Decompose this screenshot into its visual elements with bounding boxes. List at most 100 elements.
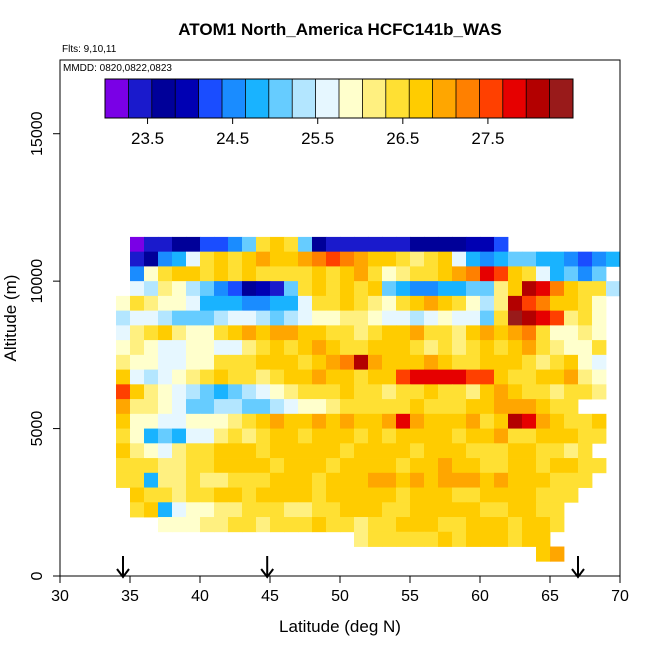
heatmap-cell [452, 251, 467, 267]
heatmap-cell [522, 428, 537, 444]
heatmap-cell [354, 340, 369, 356]
heatmap-cell [284, 251, 299, 267]
heatmap-cell [270, 281, 285, 297]
heatmap-cell [326, 369, 341, 385]
heatmap-cell [354, 369, 369, 385]
heatmap-cell [452, 428, 467, 444]
heatmap-cell [494, 354, 509, 370]
heatmap-cell [284, 236, 299, 253]
heatmap-cell [382, 428, 397, 444]
heatmap-cell [186, 458, 201, 474]
heatmap-cell [494, 236, 509, 253]
heatmap-cell [592, 369, 607, 385]
heatmap-cell [242, 413, 257, 429]
colorbar-swatch [479, 79, 504, 118]
x-tick-label: 65 [541, 588, 559, 605]
heatmap-cell [270, 458, 285, 474]
heatmap-cell [312, 502, 327, 518]
heatmap-cell [592, 251, 607, 267]
heatmap-cell [508, 354, 523, 370]
heatmap-cell [298, 428, 313, 444]
heatmap-cell [158, 325, 173, 341]
heatmap-cell [522, 458, 537, 474]
heatmap-cell [564, 251, 579, 267]
heatmap-cell [452, 310, 467, 326]
heatmap-cell [368, 472, 383, 488]
heatmap-cell [438, 340, 453, 356]
x-tick-label: 50 [331, 588, 349, 605]
heatmap-cell [368, 517, 383, 533]
heatmap-cell [592, 458, 607, 474]
heatmap-cell [466, 531, 481, 547]
heatmap-cell [172, 369, 187, 385]
heatmap-cell [298, 399, 313, 415]
heatmap-cell [396, 487, 411, 503]
x-tick-label: 40 [191, 588, 209, 605]
heatmap-cell [200, 236, 215, 253]
heatmap-cell [312, 369, 327, 385]
heatmap-cell [396, 458, 411, 474]
heatmap-cell [326, 428, 341, 444]
heatmap-cell [228, 325, 243, 341]
heatmap-cell [592, 310, 607, 326]
heatmap-cell [284, 266, 299, 282]
heatmap-cell [144, 443, 159, 459]
heatmap-cell [228, 428, 243, 444]
heatmap-cell [438, 428, 453, 444]
heatmap-cell [144, 295, 159, 312]
heatmap-cell [410, 251, 425, 267]
heatmap-cell [200, 399, 215, 415]
heatmap-cell [522, 369, 537, 385]
heatmap-cell [550, 487, 565, 503]
heatmap-cell [578, 354, 593, 370]
colorbar: 23.5 24.5 25.5 26.5 27.5 [104, 78, 574, 148]
heatmap-cell [242, 384, 257, 400]
heatmap-cell [256, 502, 271, 518]
heatmap-cell [158, 517, 173, 533]
heatmap-cell [186, 295, 201, 312]
heatmap-cell [466, 487, 481, 503]
heatmap-cell [298, 369, 313, 385]
heatmap-cell [452, 472, 467, 488]
heatmap-cell [242, 428, 257, 444]
heatmap-cell [340, 251, 355, 267]
heatmap-cell [438, 443, 453, 459]
heatmap-cell [340, 517, 355, 533]
heatmap-cell [550, 428, 565, 444]
heatmap-cell [312, 517, 327, 533]
heatmap-cell [508, 384, 523, 400]
heatmap-cell [382, 502, 397, 518]
heatmap-cell [354, 354, 369, 370]
heatmap-cell [564, 458, 579, 474]
heatmap-cell [536, 413, 551, 429]
heatmap-cell [116, 295, 131, 312]
heatmap-cell [326, 399, 341, 415]
heatmap-cell [396, 443, 411, 459]
heatmap-cell [214, 399, 229, 415]
heatmap-cell [382, 399, 397, 415]
heatmap-cell [466, 251, 481, 267]
latitude-arrow-head [260, 568, 275, 579]
heatmap-cell [284, 384, 299, 400]
heatmap-cell [158, 502, 173, 518]
heatmap-cell [326, 266, 341, 282]
heatmap-cell [368, 443, 383, 459]
colorbar-swatch [549, 79, 574, 118]
colorbar-swatch [175, 79, 199, 118]
heatmap-cell [312, 281, 327, 297]
heatmap-cell [424, 487, 439, 503]
heatmap-cell [536, 340, 551, 356]
heatmap-cell [438, 354, 453, 370]
heatmap-cell [200, 266, 215, 282]
heatmap-cell [410, 295, 425, 312]
heatmap-cell [564, 354, 579, 370]
heatmap-cell [200, 325, 215, 341]
heatmap-cell [382, 487, 397, 503]
heatmap-cell [578, 340, 593, 356]
heatmap-cell [214, 295, 229, 312]
heatmap-cell [466, 517, 481, 533]
heatmap-cell [200, 281, 215, 297]
heatmap-cell [298, 413, 313, 429]
heatmap-cell [256, 413, 271, 429]
heatmap-cell [200, 310, 215, 326]
